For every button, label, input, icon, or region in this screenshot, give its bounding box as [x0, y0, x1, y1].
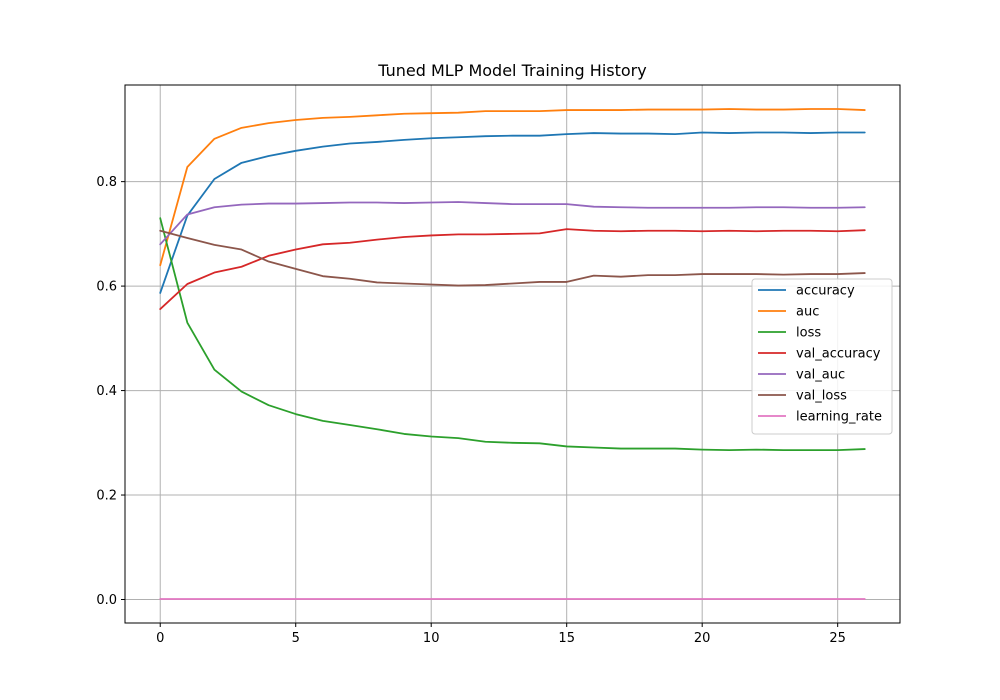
y-tick-label: 0.8 — [96, 175, 117, 190]
x-tick-label: 15 — [558, 631, 575, 646]
legend-label: auc — [796, 305, 819, 320]
x-tick-label: 25 — [829, 631, 846, 646]
x-tick-label: 20 — [694, 631, 711, 646]
legend-label: val_auc — [796, 368, 845, 383]
series-line-val-auc — [159, 201, 866, 246]
series-line-val-loss — [159, 229, 866, 287]
legend: accuracy auc loss val_accuracy val_auc val_lo… — [751, 278, 893, 435]
x-tick-label: 10 — [423, 631, 440, 646]
legend-box — [751, 278, 893, 435]
plot-frame — [124, 84, 901, 624]
legend-label: val_accuracy — [796, 347, 881, 362]
chart-title: Tuned MLP Model Training History — [377, 61, 646, 80]
series-line-val-accuracy — [159, 228, 866, 310]
legend-label: accuracy — [796, 284, 855, 299]
series-lines — [159, 108, 866, 600]
x-tick-label: 0 — [156, 631, 164, 646]
y-tick-label: 0.4 — [96, 384, 117, 399]
y-tick-label: 0.6 — [96, 280, 117, 295]
series-line-auc — [159, 108, 866, 267]
series-line-loss — [159, 217, 866, 452]
x-tick-label: 5 — [292, 631, 300, 646]
series-line-accuracy — [159, 131, 866, 294]
legend-label: loss — [796, 326, 821, 341]
axis-ticks: 0 5 10 15 20 25 0.0 0.2 0.4 0.6 0.8 — [96, 175, 846, 646]
y-tick-label: 0.0 — [96, 593, 117, 608]
legend-label: val_loss — [796, 389, 847, 404]
y-tick-label: 0.2 — [96, 489, 117, 504]
legend-label: learning_rate — [796, 410, 882, 425]
